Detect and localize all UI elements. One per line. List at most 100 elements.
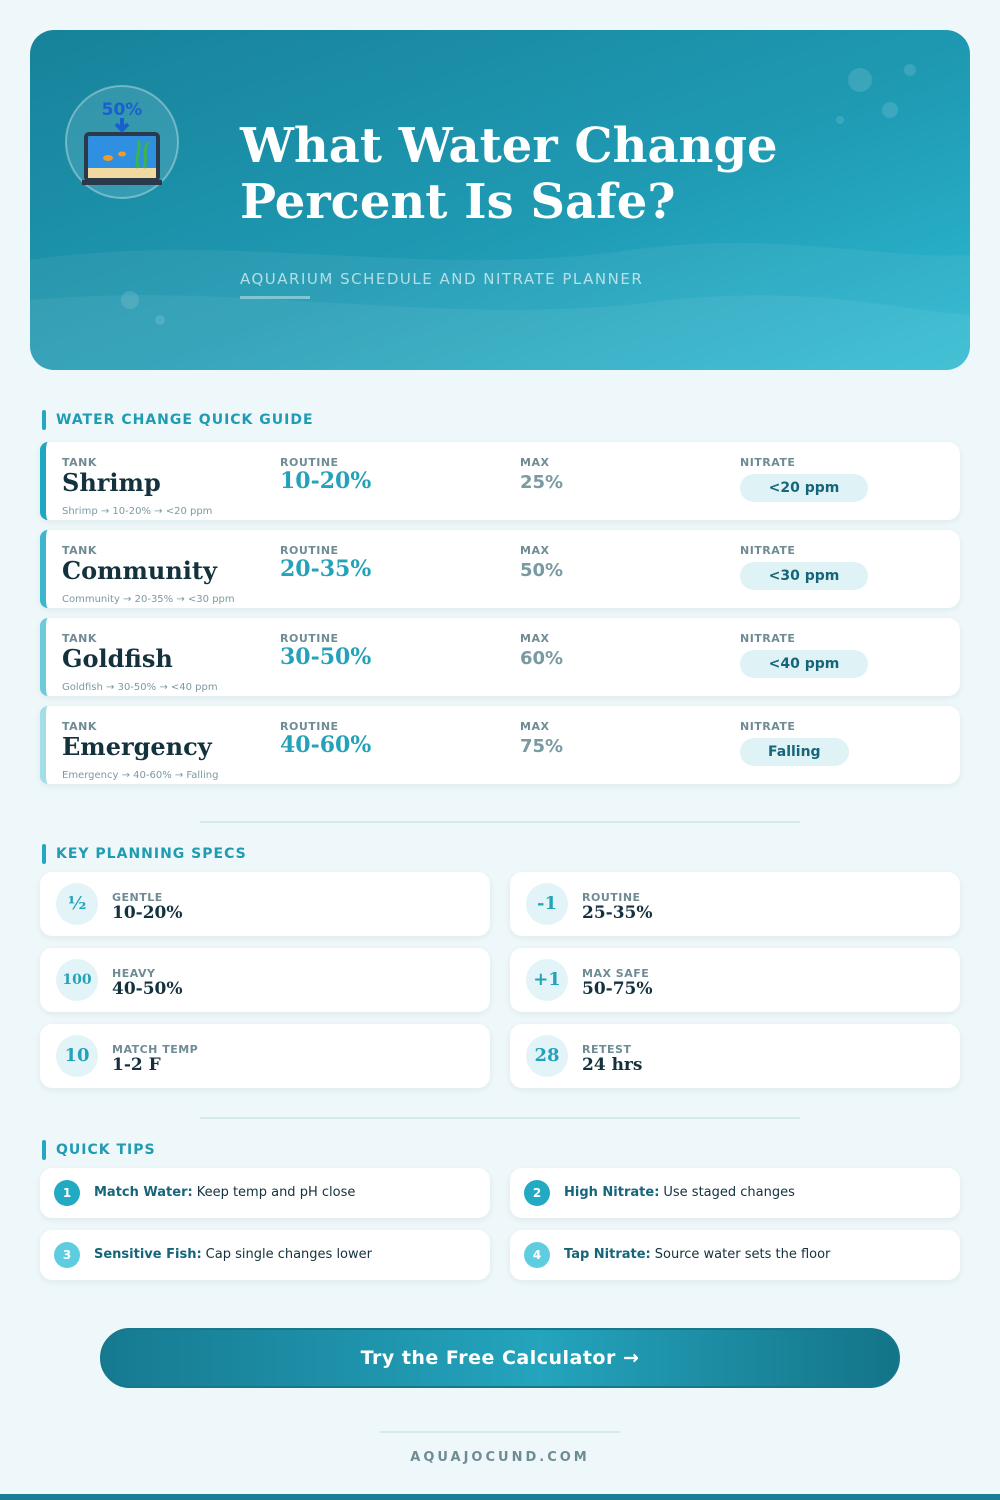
header-card: 50% What Water Change Percent Is Safe? A… (30, 30, 970, 370)
section-heading: QUICK TIPS (56, 1142, 156, 1158)
tip-title: Tap Nitrate: (564, 1247, 651, 1262)
routine-value: 20-35% (280, 556, 372, 582)
tip-line: Tap Nitrate: Source water sets the floor (564, 1247, 830, 1262)
section-bar (42, 410, 46, 430)
spec-card: ½ GENTLE 10-20% (40, 872, 490, 936)
guide-row: TANK Shrimp ROUTINE 10-20% MAX 25% NITRATE <20 … (40, 442, 960, 520)
column-label: MAX (520, 544, 550, 557)
spec-label: HEAVY (112, 967, 156, 980)
spec-icon: ½ (56, 883, 98, 925)
spec-value: 25-35% (582, 903, 653, 923)
tip-title: High Nitrate: (564, 1185, 660, 1200)
column-label: TANK (62, 456, 97, 469)
spec-card: +1 MAX SAFE 50-75% (510, 948, 960, 1012)
spec-card: 10 MATCH TEMP 1-2 F (40, 1024, 490, 1088)
footer: AQUAJOCUND.COM (410, 1450, 590, 1465)
spec-value: 50-75% (582, 979, 653, 999)
subtitle: AQUARIUM SCHEDULE AND NITRATE PLANNER (240, 270, 644, 288)
guide-row: TANK Goldfish ROUTINE 30-50% MAX 60% NITRATE <4… (40, 618, 960, 696)
column-label: NITRATE (740, 456, 796, 469)
tip-text: Keep temp and pH close (196, 1185, 356, 1200)
routine-value: 10-20% (280, 468, 372, 494)
tank-name: Community (62, 556, 217, 585)
spec-card: 100 HEAVY 40-50% (40, 948, 490, 1012)
column-label: TANK (62, 720, 97, 733)
nitrate-pill: <30 ppm (740, 562, 868, 590)
column-label: ROUTINE (280, 456, 339, 469)
tank-name: Goldfish (62, 644, 173, 673)
tip-title: Sensitive Fish: (94, 1247, 202, 1262)
tip-text: Source water sets the floor (654, 1247, 831, 1262)
routine-value: 40-60% (280, 732, 372, 758)
tip-card: 1 Match Water: Keep temp and pH close (40, 1168, 490, 1218)
divider (200, 821, 800, 823)
max-value: 60% (520, 648, 564, 669)
tip-line: Sensitive Fish: Cap single changes lower (94, 1247, 372, 1262)
column-label: TANK (62, 544, 97, 557)
spec-value: 1-2 F (112, 1055, 161, 1075)
tank-name: Shrimp (62, 468, 161, 497)
cta-button[interactable]: Try the Free Calculator → (100, 1328, 900, 1388)
nitrate-pill: <40 ppm (740, 650, 868, 678)
spec-card: 28 RETEST 24 hrs (510, 1024, 960, 1088)
section-bar (42, 1140, 46, 1160)
tip-card: 3 Sensitive Fish: Cap single changes lower (40, 1230, 490, 1280)
tip-number: 2 (524, 1180, 550, 1206)
tip-number: 1 (54, 1180, 80, 1206)
spec-label: MAX SAFE (582, 967, 650, 980)
bottom-bar (0, 1494, 1000, 1500)
spec-icon: +1 (526, 959, 568, 1001)
spec-label: RETEST (582, 1043, 632, 1056)
max-value: 75% (520, 736, 564, 757)
column-label: MAX (520, 456, 550, 469)
max-value: 50% (520, 560, 564, 581)
tip-text: Use staged changes (663, 1185, 795, 1200)
column-label: TANK (62, 632, 97, 645)
row-summary: Shrimp → 10-20% → <20 ppm (62, 506, 213, 517)
spec-label: GENTLE (112, 891, 163, 904)
tip-number: 4 (524, 1242, 550, 1268)
max-value: 25% (520, 472, 564, 493)
title: What Water Change Percent Is Safe? (240, 118, 778, 230)
divider (200, 1117, 800, 1119)
column-label: NITRATE (740, 720, 796, 733)
spec-icon: 100 (56, 959, 98, 1001)
tank-name: Emergency (62, 732, 212, 761)
row-summary: Community → 20-35% → <30 ppm (62, 594, 235, 605)
spec-card: -1 ROUTINE 25-35% (510, 872, 960, 936)
tip-number: 3 (54, 1242, 80, 1268)
tip-line: High Nitrate: Use staged changes (564, 1185, 795, 1200)
spec-value: 10-20% (112, 903, 183, 923)
tip-title: Match Water: (94, 1185, 193, 1200)
column-label: ROUTINE (280, 544, 339, 557)
header-decoration (30, 64, 970, 370)
spec-icon: 28 (526, 1035, 568, 1077)
spec-label: ROUTINE (582, 891, 641, 904)
section-heading: WATER CHANGE QUICK GUIDE (56, 412, 314, 428)
nitrate-pill: Falling (740, 738, 849, 766)
column-label: MAX (520, 632, 550, 645)
guide-row: TANK Emergency ROUTINE 40-60% MAX 75% NITRATE F… (40, 706, 960, 784)
routine-value: 30-50% (280, 644, 372, 670)
column-label: ROUTINE (280, 720, 339, 733)
row-summary: Emergency → 40-60% → Falling (62, 770, 219, 781)
footer-rule (380, 1431, 620, 1433)
row-summary: Goldfish → 30-50% → <40 ppm (62, 682, 218, 693)
tip-line: Match Water: Keep temp and pH close (94, 1185, 355, 1200)
spec-label: MATCH TEMP (112, 1043, 199, 1056)
tip-text: Cap single changes lower (205, 1247, 372, 1262)
spec-value: 24 hrs (582, 1055, 643, 1075)
tip-card: 2 High Nitrate: Use staged changes (510, 1168, 960, 1218)
nitrate-pill: <20 ppm (740, 474, 868, 502)
column-label: NITRATE (740, 632, 796, 645)
spec-value: 40-50% (112, 979, 183, 999)
subtitle-rule (240, 296, 310, 299)
section-bar (42, 844, 46, 864)
spec-icon: -1 (526, 883, 568, 925)
spec-icon: 10 (56, 1035, 98, 1077)
tip-card: 4 Tap Nitrate: Source water sets the floor (510, 1230, 960, 1280)
icon-label: 50% (101, 100, 143, 120)
